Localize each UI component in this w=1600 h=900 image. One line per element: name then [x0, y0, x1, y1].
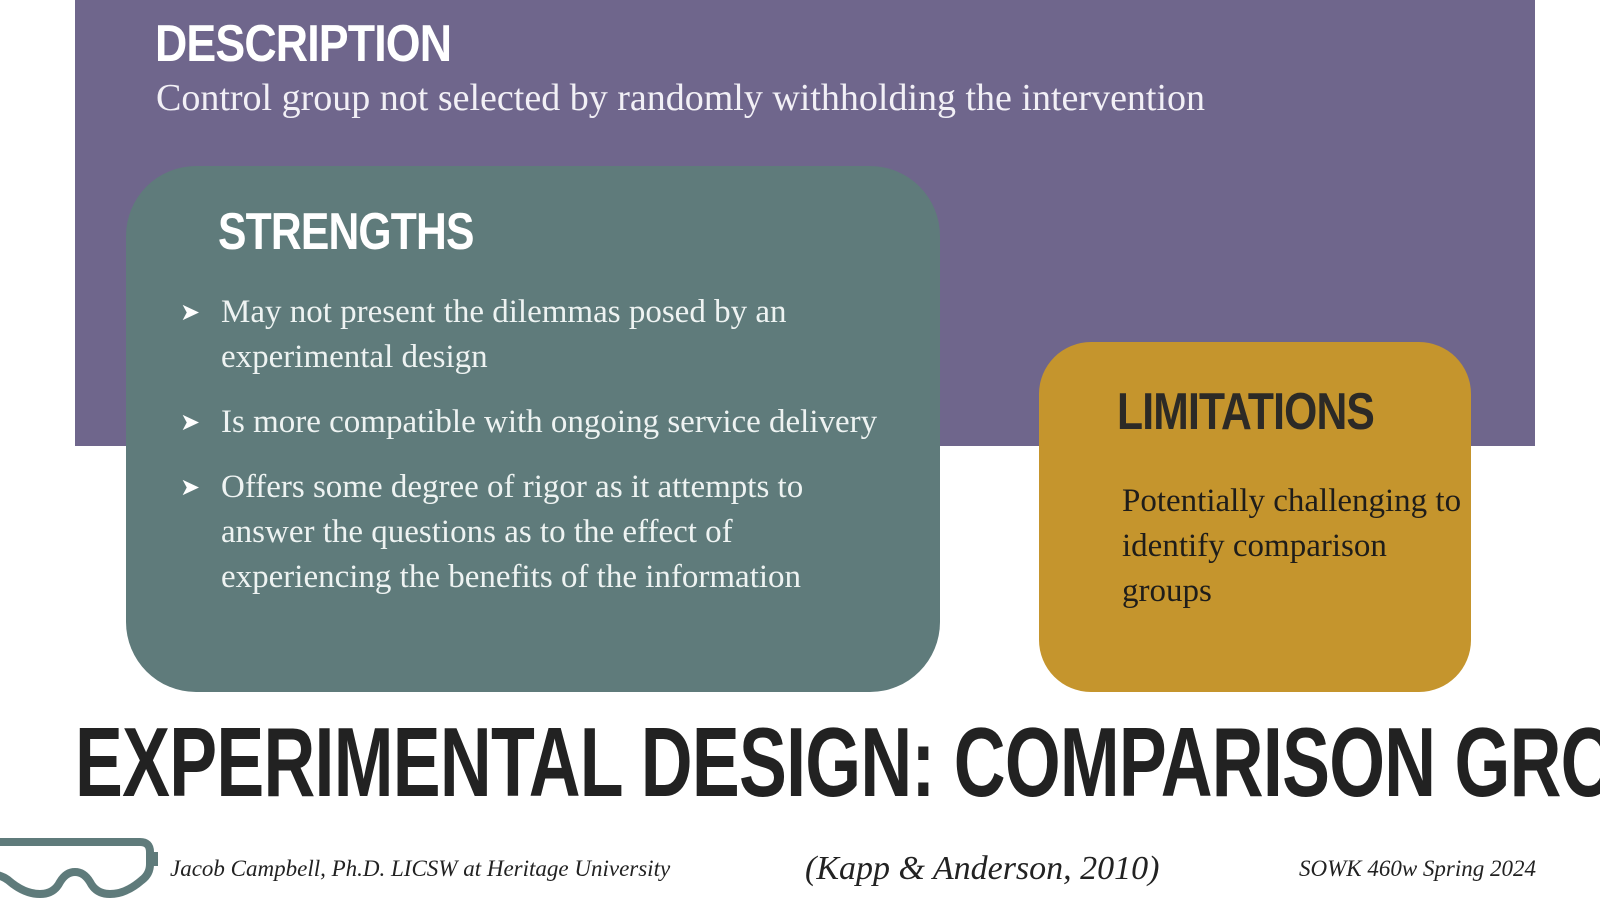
footer-citation: (Kapp & Anderson, 2010) — [805, 850, 1160, 887]
strength-item: ➤ Offers some degree of rigor as it atte… — [180, 465, 900, 600]
strength-item-text: May not present the dilemmas posed by an… — [221, 294, 787, 375]
strength-item-text: Offers some degree of rigor as it attemp… — [221, 469, 804, 595]
strength-item-text: Is more compatible with ongoing service … — [221, 404, 878, 440]
strengths-list: ➤ May not present the dilemmas posed by … — [180, 290, 900, 620]
strengths-heading: STRENGTHS — [218, 203, 474, 261]
strengths-box — [126, 166, 940, 692]
strength-item: ➤ May not present the dilemmas posed by … — [180, 290, 900, 380]
arrowhead-bullet-icon: ➤ — [180, 408, 201, 436]
goggles-icon — [0, 838, 158, 898]
arrowhead-bullet-icon: ➤ — [180, 473, 201, 501]
arrowhead-bullet-icon: ➤ — [180, 298, 201, 326]
description-heading: DESCRIPTION — [155, 15, 452, 73]
footer-author: Jacob Campbell, Ph.D. LICSW at Heritage … — [170, 856, 671, 881]
limitations-text: Potentially challenging to identify comp… — [1122, 483, 1462, 609]
slide-title: EXPERIMENTAL DESIGN: COMPARISON GROUPS — [75, 707, 1600, 817]
footer-course: SOWK 460w Spring 2024 — [1298, 856, 1536, 881]
description-text: Control group not selected by randomly w… — [156, 77, 1206, 119]
limitations-heading: LIMITATIONS — [1117, 383, 1375, 441]
strength-item: ➤ Is more compatible with ongoing servic… — [180, 400, 900, 445]
limitations-box — [1039, 342, 1471, 692]
